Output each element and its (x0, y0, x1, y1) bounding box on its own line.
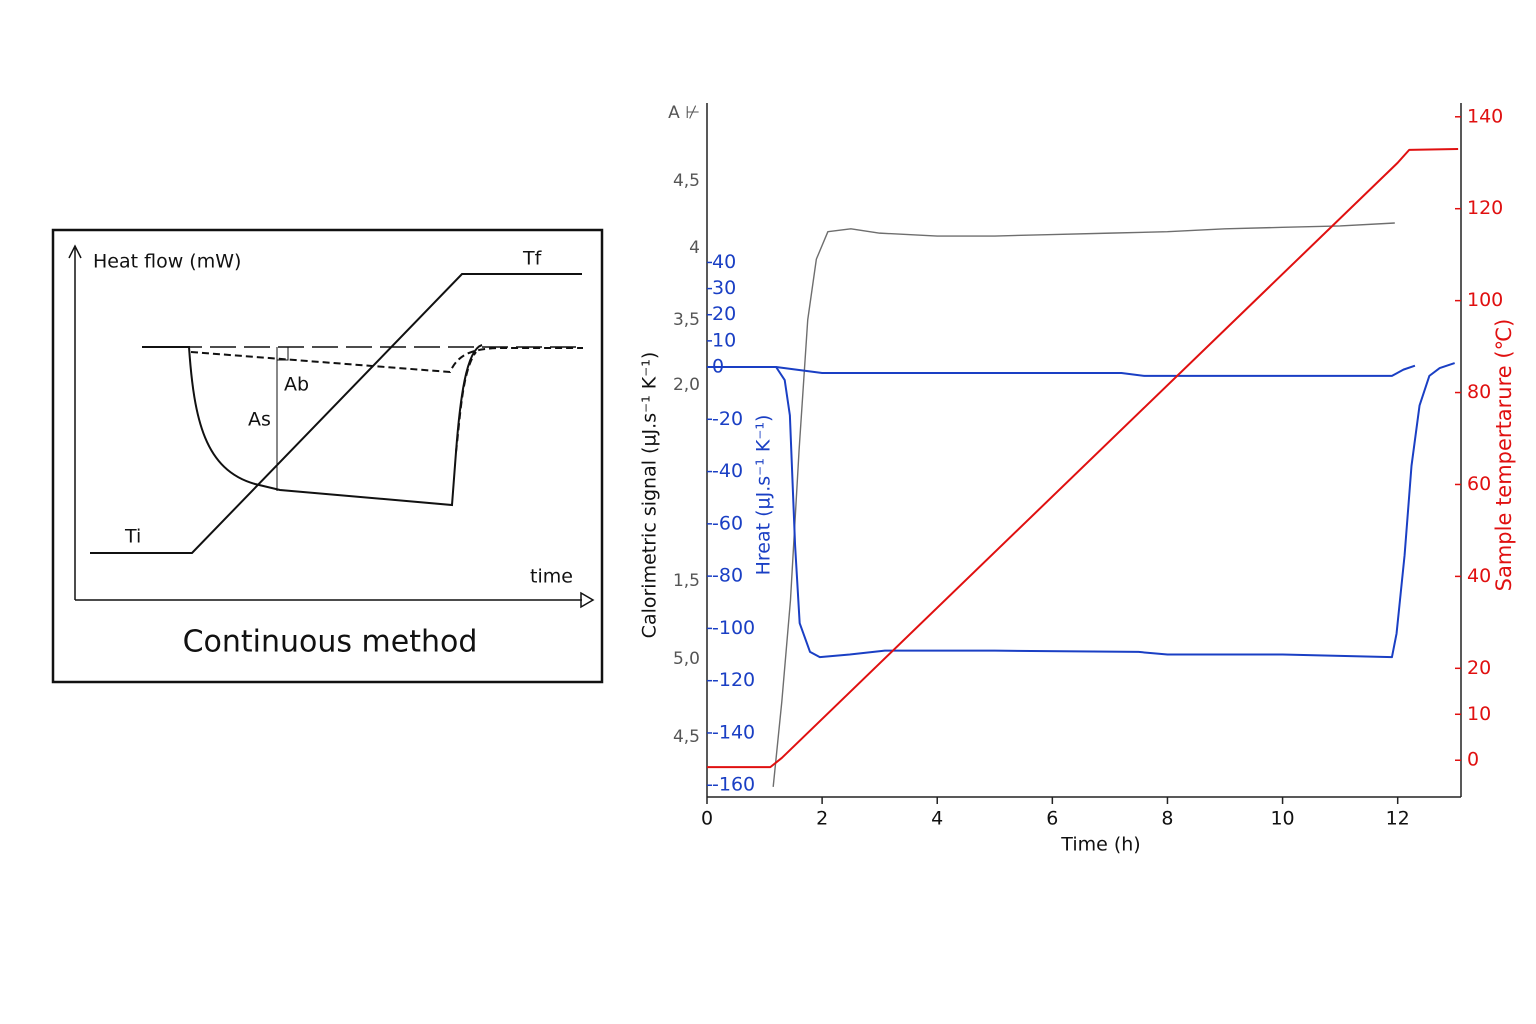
y3-tick-label: 30 (712, 277, 736, 299)
tf-label: Tf (522, 248, 543, 270)
baseline-curve (190, 347, 583, 374)
y2-axis-title: Sample tempertarure (℃) (1492, 319, 1516, 592)
as-label: As (248, 409, 271, 431)
baseline-return (455, 351, 477, 453)
y-tick-label: 4,5 (673, 727, 700, 747)
series-line (772, 222, 1395, 787)
y2-tick-label: 80 (1467, 381, 1491, 403)
y2-tick-label: 20 (1467, 657, 1491, 679)
y3-tick-label: -20 (712, 408, 743, 430)
y2-tick-label: 140 (1467, 105, 1503, 127)
y3-axis-title: Hreat (µJ.s⁻¹ K⁻¹) (753, 415, 775, 576)
y-tick-label: 2,0 (673, 375, 700, 395)
y2-tick-label: 100 (1467, 289, 1503, 311)
x-tick-label: 8 (1161, 808, 1173, 830)
y2-tick-label: 10 (1467, 703, 1491, 725)
series-line (775, 364, 1416, 377)
ab-marker (277, 347, 289, 361)
y3-tick-label: -160 (712, 774, 755, 796)
y3-tick-label: 40 (712, 251, 736, 273)
x-tick-label: 10 (1270, 808, 1294, 830)
y3-tick-label: 10 (712, 329, 736, 351)
y3-tick-label: -80 (712, 565, 743, 587)
y3-tick-label: -60 (712, 512, 743, 534)
x-label: time (530, 566, 573, 588)
frame (51, 228, 604, 684)
x-tick-label: 6 (1046, 808, 1058, 830)
x-axis-title: Time (h) (1060, 834, 1140, 856)
y-label: Heat flow (mW) (93, 251, 241, 273)
y2-tick-label: 120 (1467, 197, 1503, 219)
diagram-title: Continuous method (183, 625, 478, 660)
x-tick-label: 4 (931, 808, 943, 830)
y3-tick-label: -40 (712, 460, 743, 482)
series-line (707, 147, 1459, 769)
y3-tick-label: -120 (712, 669, 755, 691)
y-tick-label: 3,5 (673, 310, 700, 330)
y-tick-label: 4 (689, 238, 700, 258)
y3-tick-label: -100 (712, 617, 755, 639)
x-tick-label: 0 (701, 808, 713, 830)
y3-tick-label: -140 (712, 721, 755, 743)
y2-tick-label: 0 (1467, 749, 1479, 771)
series-line (707, 362, 1455, 659)
y-tick-label: 1,5 (673, 571, 700, 591)
y-arrow (68, 244, 82, 259)
y2-tick-label: 40 (1467, 565, 1491, 587)
ab-label: Ab (284, 374, 309, 396)
y2-tick-label: 60 (1467, 473, 1491, 495)
ti-label: Ti (124, 526, 141, 548)
x-tick-label: 2 (816, 808, 828, 830)
temperature-line (90, 273, 582, 554)
schematic (51, 228, 604, 684)
x-arrow (580, 591, 595, 609)
y-tick-label: A ⊬ (668, 103, 700, 123)
y-axis-title: Calorimetric signal (µJ.s⁻¹ K⁻¹) (639, 352, 661, 639)
y3-tick-label: 20 (712, 303, 736, 325)
y-tick-label: 4,5 (673, 171, 700, 191)
y-tick-label: 5,0 (673, 649, 700, 669)
x-tick-label: 12 (1386, 808, 1410, 830)
